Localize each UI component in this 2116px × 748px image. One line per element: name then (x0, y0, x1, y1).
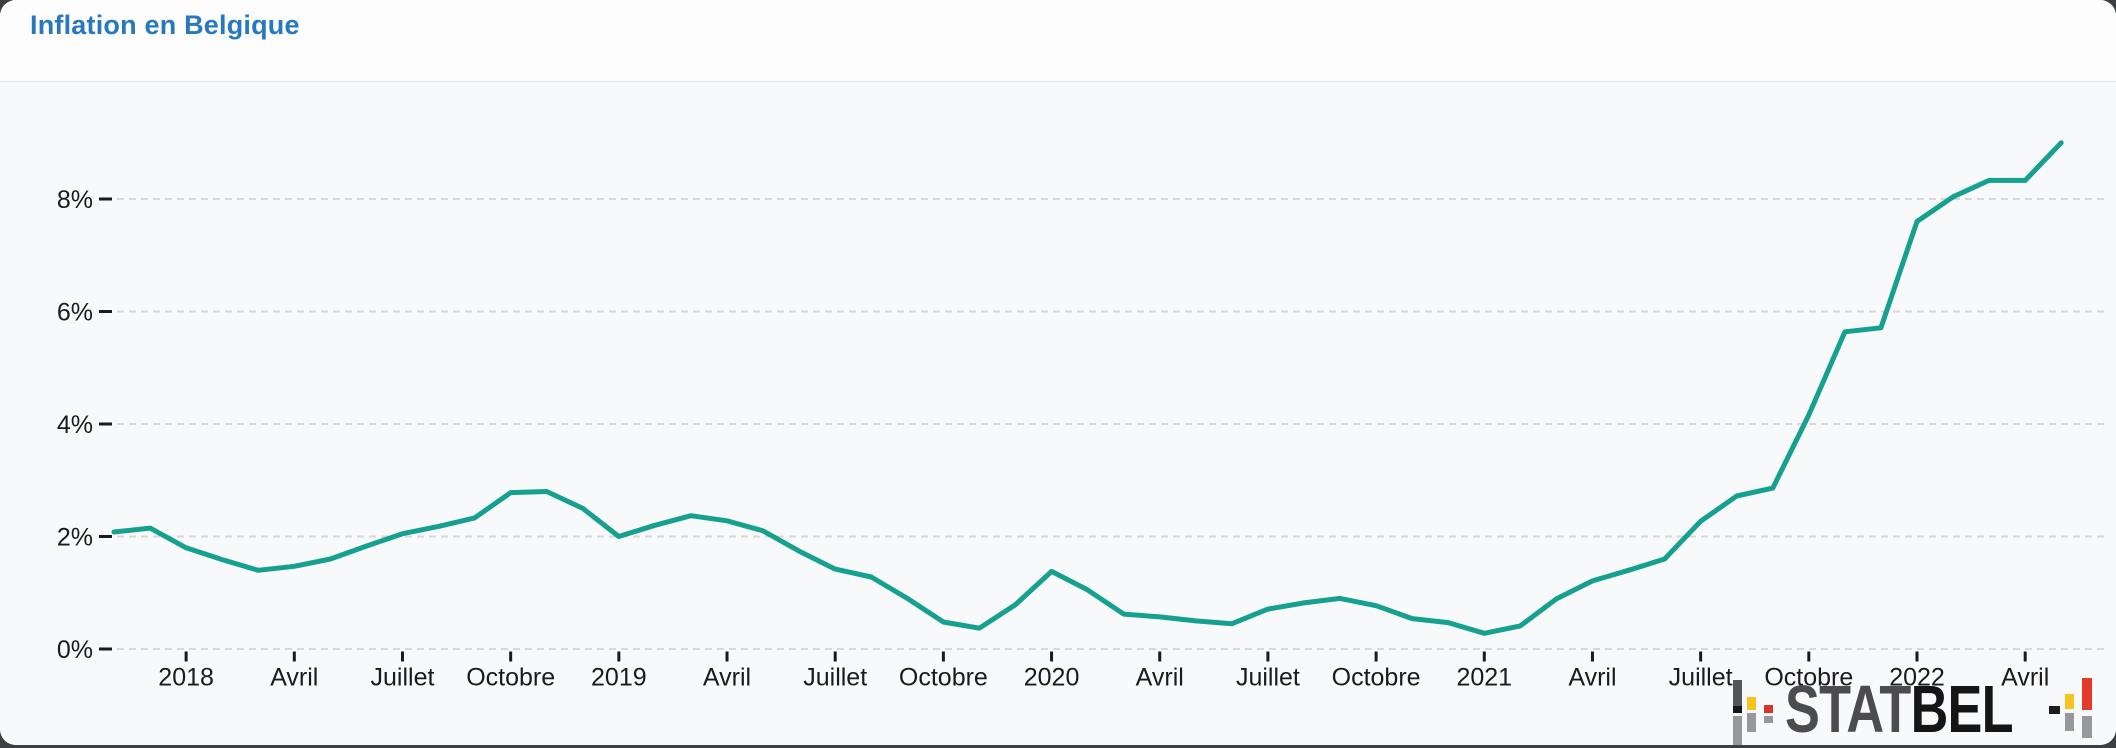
x-axis-label: Juillet (1236, 664, 1300, 692)
x-axis-label: Avril (270, 664, 318, 692)
x-axis-label: Juillet (1669, 664, 1733, 692)
x-axis-label: Juillet (803, 664, 867, 692)
y-axis-label: 0% (57, 636, 93, 664)
inflation-series-line[interactable] (111, 140, 2064, 636)
x-axis-label: 2019 (591, 664, 647, 692)
x-axis-label: Octobre (1764, 664, 1853, 692)
chart-panel: 0% 2% 4% 6% 8% 2018 Avril Juillet Octobre 2019 Avr… (0, 82, 2116, 745)
x-axis-label: 2018 (158, 664, 214, 692)
y-axis-label: 6% (57, 298, 93, 326)
x-axis-label: 2022 (1889, 664, 1945, 692)
y-axis-label: 8% (57, 186, 93, 214)
x-axis-label: Octobre (899, 664, 988, 692)
card-header: Inflation en Belgique (0, 0, 2116, 82)
inflation-line-chart[interactable]: 0% 2% 4% 6% 8% 2018 Avril Juillet Octobre 2019 Avr… (0, 82, 2116, 745)
x-axis-label: Octobre (466, 664, 555, 692)
x-axis-label: Avril (1568, 664, 1616, 692)
page-title: Inflation en Belgique (30, 10, 300, 40)
x-axis-label: Avril (1136, 664, 1184, 692)
x-axis-label: 2021 (1456, 664, 1512, 692)
x-axis-label: 2020 (1024, 664, 1080, 692)
y-axis-label: 4% (57, 411, 93, 439)
x-axis-label: Octobre (1332, 664, 1421, 692)
x-axis-label: Avril (2001, 664, 2049, 692)
x-axis-label: Avril (703, 664, 751, 692)
x-axis-label: Juillet (371, 664, 435, 692)
y-axis-label: 2% (57, 523, 93, 551)
